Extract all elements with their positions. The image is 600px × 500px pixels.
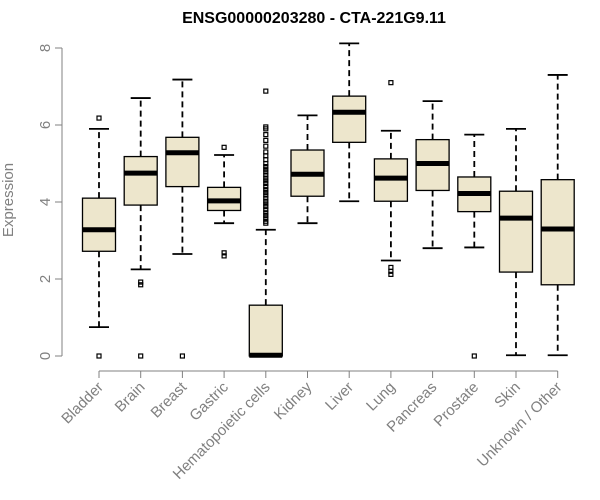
outlier-point xyxy=(471,353,477,359)
outlier-point xyxy=(263,192,269,198)
box-pancreas xyxy=(415,100,450,250)
box-hematopoietic-cells xyxy=(248,88,283,358)
outlier-point xyxy=(263,198,269,204)
outlier-point xyxy=(263,169,269,175)
x-tick-label: Prostate xyxy=(431,379,483,431)
box-gastric xyxy=(206,144,242,259)
outlier-point xyxy=(263,184,269,190)
outlier-point xyxy=(263,132,269,138)
x-tick-label: Liver xyxy=(322,379,357,414)
outlier-point xyxy=(263,143,269,149)
box-brain xyxy=(123,97,158,359)
outlier-point xyxy=(388,80,394,86)
y-tick-label: 6 xyxy=(37,121,54,129)
box-kidney xyxy=(290,114,325,225)
outlier-point xyxy=(263,201,269,207)
x-tick-label: Lung xyxy=(363,379,399,415)
outlier-point xyxy=(263,215,269,221)
outlier-point xyxy=(263,180,269,187)
outlier-point xyxy=(263,207,269,213)
iqr-box xyxy=(123,155,158,206)
outlier-point xyxy=(179,353,185,359)
outlier-point xyxy=(96,353,102,359)
outlier-point xyxy=(388,271,394,277)
iqr-box xyxy=(248,304,283,357)
box-skin xyxy=(498,127,534,357)
outlier-point xyxy=(263,204,269,210)
x-tick-label: Kidney xyxy=(271,378,316,423)
outlier-point xyxy=(263,175,269,181)
box-bladder xyxy=(81,115,117,359)
y-axis-label: Expression xyxy=(0,163,17,237)
outlier-point xyxy=(263,212,269,219)
outlier-point xyxy=(263,187,269,193)
outlier-point xyxy=(221,253,227,259)
outlier-point xyxy=(263,88,269,94)
outlier-point xyxy=(221,250,227,256)
iqr-box xyxy=(498,190,534,273)
box-liver xyxy=(332,42,367,203)
chart-title: ENSG00000203280 - CTA-221G9.11 xyxy=(182,10,446,27)
outlier-point xyxy=(263,195,269,201)
iqr-box xyxy=(165,136,200,188)
outlier-point xyxy=(263,218,269,224)
outlier-point xyxy=(138,282,144,288)
x-tick-label: Skin xyxy=(491,379,524,412)
x-tick-label: Bladder xyxy=(58,379,107,428)
outlier-point xyxy=(263,172,269,178)
iqr-box xyxy=(332,95,367,143)
box-prostate xyxy=(457,133,492,359)
outlier-point xyxy=(138,279,144,285)
box-breast xyxy=(165,78,200,359)
y-tick-label: 4 xyxy=(37,198,54,206)
outlier-point xyxy=(263,149,269,155)
outlier-point xyxy=(388,264,394,271)
y-tick-label: 0 xyxy=(37,352,54,360)
outlier-point xyxy=(263,166,269,172)
iqr-box xyxy=(540,179,575,286)
x-tick-label: Brain xyxy=(112,379,149,416)
iqr-box xyxy=(81,197,117,252)
y-axis: 0 2 4 6 8 xyxy=(37,44,63,360)
outlier-point xyxy=(263,124,269,130)
boxplot-series xyxy=(81,42,575,359)
outlier-point xyxy=(263,189,269,195)
outlier-point xyxy=(263,210,269,216)
outlier-point xyxy=(263,137,269,143)
outlier-point xyxy=(263,163,269,170)
outlier-point xyxy=(263,178,269,184)
outlier-point xyxy=(96,115,102,121)
y-tick-label: 8 xyxy=(37,44,54,52)
y-tick-label: 2 xyxy=(37,275,54,283)
outlier-point xyxy=(138,353,144,359)
x-tick-label: Breast xyxy=(148,378,191,421)
box-lung xyxy=(373,80,409,277)
box-unknown-other xyxy=(540,74,575,357)
outlier-point xyxy=(221,144,227,150)
